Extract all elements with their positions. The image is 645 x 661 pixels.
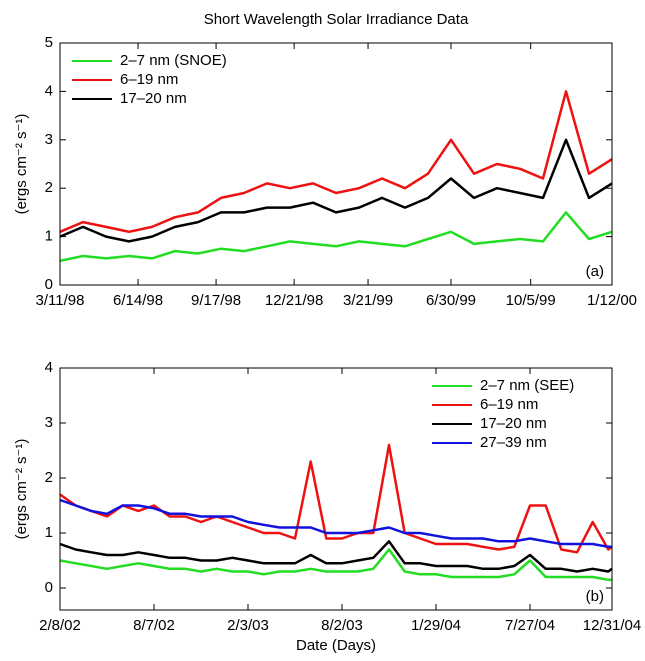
legend-label: 2–7 nm (SNOE) <box>120 52 227 69</box>
legend-label: 27–39 nm <box>480 434 547 451</box>
chart-title: Short Wavelength Solar Irradiance Data <box>204 11 469 28</box>
y-axis-label: (ergs cm⁻² s⁻¹) <box>13 114 30 215</box>
legend-label: 17–20 nm <box>120 90 187 107</box>
y-tick-label: 3 <box>45 414 53 431</box>
x-axis-label: Date (Days) <box>296 637 376 654</box>
y-tick-label: 4 <box>45 82 53 99</box>
data-line <box>59 211 613 263</box>
x-tick-label: 12/21/98 <box>265 292 323 309</box>
legend-label: 6–19 nm <box>120 71 178 88</box>
x-tick-label: 9/17/98 <box>191 292 241 309</box>
y-tick-label: 2 <box>45 469 53 486</box>
y-tick-label: 1 <box>45 228 53 245</box>
x-tick-label: 7/27/04 <box>505 617 555 634</box>
x-tick-label: 1/12/00 <box>587 292 637 309</box>
legend-label: 6–19 nm <box>480 396 538 413</box>
legend-label: 17–20 nm <box>480 415 547 432</box>
x-tick-label: 12/31/04 <box>583 617 641 634</box>
data-line <box>59 90 613 234</box>
y-axis-label: (ergs cm⁻² s⁻¹) <box>13 439 30 540</box>
x-tick-label: 6/14/98 <box>113 292 163 309</box>
x-tick-label: 8/7/02 <box>133 617 175 634</box>
x-tick-label: 1/29/04 <box>411 617 461 634</box>
axes-frame <box>59 367 613 611</box>
data-line <box>59 498 612 549</box>
y-tick-label: 0 <box>45 579 53 596</box>
x-tick-label: 3/11/98 <box>36 292 85 309</box>
axes-frame <box>59 42 613 286</box>
y-tick-label: 2 <box>45 179 53 196</box>
data-line <box>59 548 612 582</box>
data-line <box>59 540 613 573</box>
data-line <box>59 443 613 554</box>
y-tick-label: 4 <box>45 359 53 376</box>
x-tick-label: 8/2/03 <box>321 617 363 634</box>
panel-annotation: (b) <box>586 588 604 605</box>
x-tick-label: 3/21/99 <box>343 292 393 309</box>
y-tick-label: 3 <box>45 131 53 148</box>
y-tick-label: 1 <box>45 524 53 541</box>
y-tick-label: 0 <box>45 276 53 293</box>
x-tick-label: 2/8/02 <box>39 617 81 634</box>
panel-annotation: (a) <box>586 263 604 280</box>
legend-label: 2–7 nm (SEE) <box>480 377 574 394</box>
x-tick-label: 10/5/99 <box>506 292 556 309</box>
x-tick-label: 6/30/99 <box>426 292 476 309</box>
y-tick-label: 5 <box>45 34 53 51</box>
data-line <box>59 138 613 243</box>
x-tick-label: 2/3/03 <box>227 617 269 634</box>
